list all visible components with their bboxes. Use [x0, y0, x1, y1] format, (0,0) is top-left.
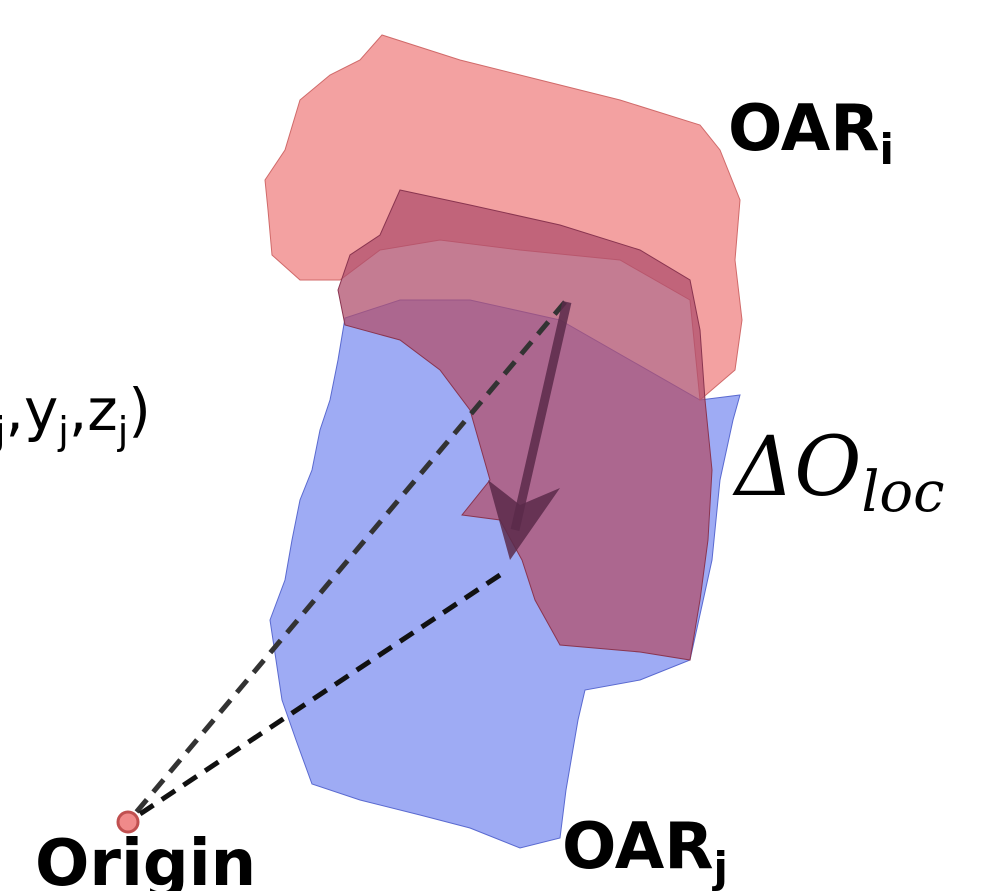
delta-label: ΔOloc [732, 420, 944, 525]
label-sub: j [712, 843, 728, 891]
label-text: ,y [6, 376, 59, 444]
origin-label: Origin [35, 827, 256, 891]
label-text: OAR [562, 810, 714, 884]
label-text: OAR [728, 92, 880, 166]
label-text: ,z [69, 376, 118, 444]
label-sub: j [117, 409, 129, 453]
label-text: ΔO [732, 420, 861, 515]
oar-i-label: OARi [728, 92, 894, 174]
diagram: OARi OARj Origin ΔOloc (xj,yj,zj) [0, 0, 985, 891]
oar-j-label: OARj [562, 810, 728, 891]
point-label: (xj,yj,zj) [0, 376, 151, 453]
label-text: ) [128, 376, 151, 444]
label-sub: j [57, 409, 69, 453]
label-sub: i [880, 125, 894, 174]
label-sub: loc [861, 460, 944, 525]
